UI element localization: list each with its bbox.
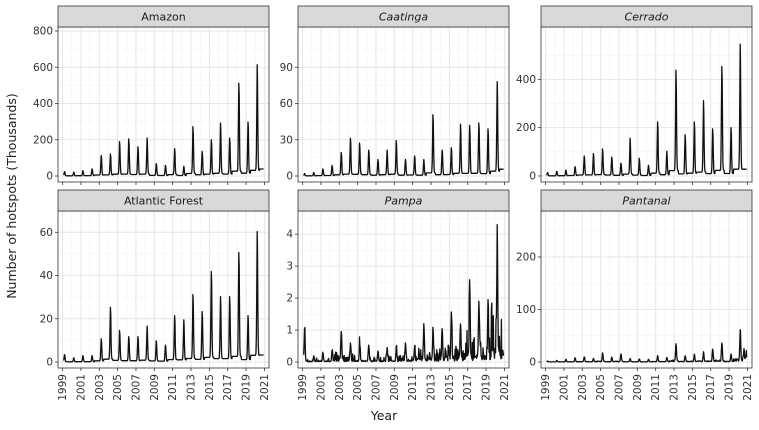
y-tick-label: 800 [33, 26, 53, 38]
series-line-amazon [63, 64, 264, 177]
panel-pantanal: Pantanal 0 100 200 1999 2001 2003 2005 2007 2009 2… [516, 189, 754, 401]
panel-cerrado: Cerrado 0 200 400 [516, 5, 753, 185]
facet-strip [57, 189, 270, 212]
panel-pampa: Pampa 0 1 2 3 4 1999 2001 2003 2005 2007 2009 2011 20… [286, 189, 511, 401]
x-tick-label: 2007 [613, 374, 625, 401]
facet-strip [540, 189, 753, 212]
y-tick-label: 0 [529, 357, 536, 369]
x-tick-label: 2007 [130, 374, 142, 401]
y-tick-label: 0 [46, 171, 53, 183]
y-tick-label: 60 [280, 98, 293, 110]
x-tick-label: 2017 [222, 374, 234, 401]
x-tick-label: 2001 [315, 374, 327, 401]
x-tick-label: 1999 [540, 374, 552, 401]
x-tick-label: 2003 [94, 374, 106, 401]
panel-atlantic-forest: Atlantic Forest 0 20 40 60 1999 2001 2003 2005 20… [40, 189, 271, 401]
x-tick-label: 2013 [426, 374, 438, 401]
y-tick-label: 200 [33, 134, 53, 146]
x-tick-label: 2019 [724, 374, 736, 401]
x-tick-label: 2001 [558, 374, 570, 401]
x-tick-label: 2003 [334, 374, 346, 401]
series-line-caatinga [303, 81, 504, 177]
y-tick-label: 100 [516, 304, 536, 316]
series-line-pampa [303, 223, 505, 363]
y-tick-label: 0 [529, 171, 536, 183]
panels-layer: Amazon0200400600800Caatinga0306090Cerrad… [33, 5, 754, 401]
facet-strip [297, 189, 510, 212]
x-tick-label: 2011 [650, 374, 662, 401]
series-line-atlantic-forest [63, 230, 264, 363]
y-tick-label: 40 [40, 270, 53, 282]
x-tick-label: 2005 [112, 374, 124, 401]
panel-amazon: Amazon 0 200 400 600 800 [33, 5, 270, 185]
x-tick-label: 1999 [297, 374, 309, 401]
facet-strip [57, 5, 270, 28]
series-line-cerrado [546, 43, 747, 177]
y-tick-label: 200 [516, 122, 536, 134]
facet-title: Pampa [385, 195, 423, 208]
y-axis-title: Number of hotspots (Thousands) [4, 93, 19, 299]
x-tick-label: 2005 [595, 374, 607, 401]
x-tick-label: 2003 [577, 374, 589, 401]
y-tick-label: 600 [33, 62, 53, 74]
panel-caatinga: Caatinga 0 30 60 90 [280, 5, 510, 185]
x-tick-label: 2015 [687, 374, 699, 401]
x-axis-title: Year [370, 408, 398, 423]
y-tick-label: 90 [280, 62, 293, 74]
x-tick-label: 2011 [407, 374, 419, 401]
x-tick-label: 2021 [742, 374, 754, 401]
x-tick-label: 2021 [259, 374, 271, 401]
x-tick-label: 2009 [389, 374, 401, 401]
x-tick-label: 2007 [370, 374, 382, 401]
x-tick-label: 1999 [57, 374, 69, 401]
x-tick-label: 2021 [499, 374, 511, 401]
y-tick-label: 2 [286, 293, 293, 305]
x-tick-label: 2005 [352, 374, 364, 401]
series-line-pantanal [546, 328, 748, 363]
x-tick-label: 2017 [705, 374, 717, 401]
facet-title: Pantanal [622, 195, 670, 208]
x-tick-label: 2013 [186, 374, 198, 401]
x-tick-label: 2017 [462, 374, 474, 401]
x-tick-label: 2013 [669, 374, 681, 401]
facet-title: Amazon [141, 11, 185, 24]
facet-title: Atlantic Forest [124, 195, 204, 208]
x-tick-label: 2001 [75, 374, 87, 401]
y-tick-label: 400 [33, 98, 53, 110]
y-tick-label: 0 [286, 357, 293, 369]
facet-title: Cerrado [625, 11, 669, 24]
x-tick-label: 2015 [444, 374, 456, 401]
y-tick-label: 30 [280, 134, 293, 146]
x-tick-label: 2009 [632, 374, 644, 401]
x-tick-label: 2015 [204, 374, 216, 401]
y-tick-label: 400 [516, 74, 536, 86]
y-tick-label: 0 [46, 357, 53, 369]
y-tick-label: 0 [286, 171, 293, 183]
y-tick-label: 60 [40, 227, 53, 239]
facet-title: Caatinga [379, 11, 428, 24]
x-tick-label: 2019 [481, 374, 493, 401]
x-tick-label: 2009 [149, 374, 161, 401]
y-tick-label: 1 [286, 325, 293, 337]
y-tick-label: 200 [516, 252, 536, 264]
y-tick-label: 20 [40, 313, 53, 325]
facet-strip [540, 5, 753, 28]
y-tick-label: 4 [286, 229, 293, 241]
x-tick-label: 2011 [167, 374, 179, 401]
x-tick-label: 2019 [241, 374, 253, 401]
facet-strip [297, 5, 510, 28]
y-tick-label: 3 [286, 261, 293, 273]
